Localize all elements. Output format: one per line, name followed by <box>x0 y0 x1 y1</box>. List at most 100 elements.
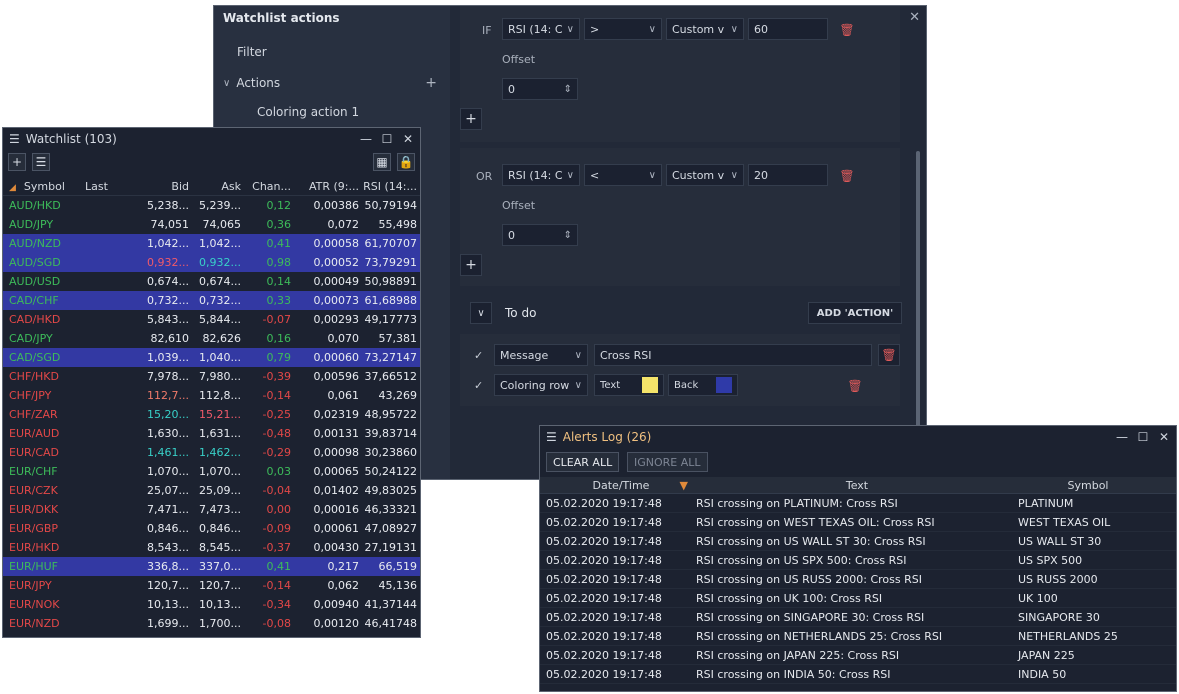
col-ask[interactable]: Ask <box>221 180 241 193</box>
col-atr[interactable]: ATR (9:... <box>308 180 359 193</box>
table-row[interactable]: EUR/JPY 120,7... 120,7... -0,14 0,062 45,136 <box>3 576 420 595</box>
table-row[interactable]: AUD/NZD 1,042... 1,042... 0,41 0,00058 61,707… <box>3 234 420 253</box>
hamburger-menu-icon[interactable]: ☰ <box>9 132 20 146</box>
rsi-cell: 39,83714 <box>364 427 418 440</box>
table-row[interactable]: CHF/ZAR 15,20... 15,21... -0,25 0,02319 48,95… <box>3 405 420 424</box>
add-condition-button[interactable]: + <box>460 108 482 130</box>
table-row[interactable]: 05.02.2020 19:17:48 RSI crossing on US WA… <box>540 532 1176 551</box>
col-change[interactable]: Chan... <box>252 180 291 193</box>
table-row[interactable]: AUD/USD 0,674... 0,674... 0,14 0,00049 50,988… <box>3 272 420 291</box>
value-input[interactable]: 20 <box>748 164 828 186</box>
table-row[interactable]: CHF/JPY 112,7... 112,8... -0,14 0,061 43,269 <box>3 386 420 405</box>
table-row[interactable]: 05.02.2020 19:17:48 RSI crossing on US RU… <box>540 570 1176 589</box>
value-type-select[interactable]: Custom v ∨ <box>666 164 744 186</box>
table-row[interactable]: EUR/GBP 0,846... 0,846... -0,09 0,00061 47,08… <box>3 519 420 538</box>
ignore-all-button[interactable]: IGNORE ALL <box>627 452 708 472</box>
close-icon[interactable]: ✕ <box>909 10 920 25</box>
indicator-select[interactable]: RSI (14: C ∨ <box>502 164 580 186</box>
table-row[interactable]: EUR/CHF 1,070... 1,070... 0,03 0,00065 50,241… <box>3 462 420 481</box>
value-type-select[interactable]: Custom v ∨ <box>666 18 744 40</box>
col-symbol[interactable]: Symbol <box>1067 478 1109 492</box>
col-symbol[interactable]: ◢ Symbol <box>9 180 65 193</box>
table-row[interactable]: CAD/CHF 0,732... 0,732... 0,33 0,00073 61,689… <box>3 291 420 310</box>
col-bid[interactable]: Bid <box>171 180 189 193</box>
rsi-cell: 30,23860 <box>364 446 418 459</box>
table-row[interactable]: 05.02.2020 19:17:48 RSI crossing on NETHE… <box>540 627 1176 646</box>
delete-condition-icon[interactable]: 🗑 <box>839 169 855 183</box>
close-icon[interactable]: ✕ <box>402 132 414 146</box>
table-row[interactable]: AUD/SGD 0,932... 0,932... 0,98 0,00052 73,792… <box>3 253 420 272</box>
tree-item-filter[interactable]: Filter <box>237 45 267 59</box>
table-row[interactable]: 05.02.2020 19:17:48 RSI crossing on WEST … <box>540 513 1176 532</box>
rsi-cell: 41,37144 <box>364 598 418 611</box>
table-row[interactable]: 05.02.2020 19:17:48 RSI crossing on SINGA… <box>540 608 1176 627</box>
table-row[interactable]: EUR/NZD 1,699... 1,700... -0,08 0,00120 46,41… <box>3 614 420 633</box>
delete-action-icon[interactable]: 🗑 <box>847 379 863 393</box>
close-icon[interactable]: ✕ <box>1158 430 1170 444</box>
table-row[interactable]: 05.02.2020 19:17:48 RSI crossing on JAPAN… <box>540 646 1176 665</box>
bid-cell: 1,070... <box>147 465 189 478</box>
add-symbol-button[interactable]: + <box>8 153 26 171</box>
table-row[interactable]: CAD/SGD 1,039... 1,040... 0,79 0,00060 73,271… <box>3 348 420 367</box>
table-row[interactable]: AUD/HKD 5,238... 5,239... 0,12 0,00386 50,791… <box>3 196 420 215</box>
operator-select[interactable]: > ∨ <box>584 18 662 40</box>
minimize-icon[interactable]: — <box>360 132 372 146</box>
offset-spinner[interactable]: 0 ⇕ <box>502 78 578 100</box>
table-row[interactable]: 05.02.2020 19:17:48 RSI crossing on US SP… <box>540 551 1176 570</box>
action-type-select[interactable]: Coloring row ∨ <box>494 374 588 396</box>
table-row[interactable]: CAD/HKD 5,843... 5,844... -0,07 0,00293 49,17… <box>3 310 420 329</box>
delete-condition-icon[interactable]: 🗑 <box>839 23 855 37</box>
action-type-select[interactable]: Message ∨ <box>494 344 588 366</box>
chart-settings-icon[interactable]: ▦ <box>373 153 391 171</box>
checkmark-icon[interactable]: ✓ <box>474 349 484 362</box>
symbol-cell: US RUSS 2000 <box>1018 572 1098 586</box>
text-cell: RSI crossing on PLATINUM: Cross RSI <box>696 496 898 510</box>
minimize-icon[interactable]: — <box>1116 430 1128 444</box>
table-row[interactable]: 05.02.2020 19:17:48 RSI crossing on PLATI… <box>540 494 1176 513</box>
bid-cell: 82,610 <box>150 332 190 345</box>
atr-cell: 0,00073 <box>313 294 360 307</box>
add-action-plus-icon[interactable]: + <box>425 75 437 91</box>
text-cell: RSI crossing on US RUSS 2000: Cross RSI <box>696 572 922 586</box>
table-row[interactable]: CAD/JPY 82,610 82,626 0,16 0,070 57,381 <box>3 329 420 348</box>
table-row[interactable]: AUD/JPY 74,051 74,065 0,36 0,072 55,498 <box>3 215 420 234</box>
table-row[interactable]: EUR/DKK 7,471... 7,473... 0,00 0,00016 46,333… <box>3 500 420 519</box>
text-color-picker[interactable]: Text <box>594 374 664 396</box>
table-row[interactable]: 05.02.2020 19:17:48 RSI crossing on INDIA… <box>540 665 1176 684</box>
actions-scrollbar[interactable] <box>916 151 920 431</box>
add-action-button[interactable]: ADD 'ACTION' <box>808 302 902 324</box>
clear-all-button[interactable]: CLEAR ALL <box>546 452 620 472</box>
delete-action-icon[interactable]: 🗑 <box>878 344 900 366</box>
back-color-picker[interactable]: Back <box>668 374 738 396</box>
add-condition-button[interactable]: + <box>460 254 482 276</box>
lock-icon[interactable]: 🔒 <box>397 153 415 171</box>
offset-spinner[interactable]: 0 ⇕ <box>502 224 578 246</box>
checkmark-icon[interactable]: ✓ <box>474 379 484 392</box>
table-row[interactable]: 05.02.2020 19:17:48 RSI crossing on UK 10… <box>540 589 1176 608</box>
table-row[interactable]: EUR/HKD 8,543... 8,545... -0,37 0,00430 27,19… <box>3 538 420 557</box>
col-text[interactable]: Text <box>845 478 869 492</box>
table-row[interactable]: EUR/NOK 10,13... 10,13... -0,34 0,00940 41,37… <box>3 595 420 614</box>
datetime-cell: 05.02.2020 19:17:48 <box>546 629 662 643</box>
change-cell: 0,00 <box>266 503 292 516</box>
collapse-todo-button[interactable]: ∨ <box>470 302 492 324</box>
tree-item-coloring-action[interactable]: Coloring action 1 <box>257 105 360 119</box>
table-row[interactable]: EUR/HUF 336,8... 337,0... 0,41 0,217 66,519 <box>3 557 420 576</box>
col-last[interactable]: Last <box>85 180 108 193</box>
hamburger-menu-icon[interactable]: ☰ <box>546 430 557 444</box>
table-row[interactable]: EUR/CAD 1,461... 1,462... -0,29 0,00098 30,23… <box>3 443 420 462</box>
indicator-select[interactable]: RSI (14: C ∨ <box>502 18 580 40</box>
table-row[interactable]: CHF/HKD 7,978... 7,980... -0,39 0,00596 37,66… <box>3 367 420 386</box>
message-text-input[interactable]: Cross RSI <box>594 344 872 366</box>
table-row[interactable]: EUR/CZK 25,07... 25,09... -0,04 0,01402 49,83… <box>3 481 420 500</box>
col-datetime[interactable]: Date/Time ▼ <box>592 478 688 492</box>
maximize-icon[interactable]: ☐ <box>1137 430 1149 444</box>
value-input[interactable]: 60 <box>748 18 828 40</box>
operator-select[interactable]: < ∨ <box>584 164 662 186</box>
col-rsi[interactable]: RSI (14:... <box>363 180 417 193</box>
maximize-icon[interactable]: ☐ <box>381 132 393 146</box>
tree-item-actions[interactable]: ∨ Actions + <box>223 75 437 91</box>
list-view-icon[interactable]: ☰ <box>32 153 50 171</box>
condition-block-1: IF RSI (14: C ∨ > ∨ Custom v ∨ 60 🗑 Offset … <box>460 6 900 142</box>
table-row[interactable]: EUR/AUD 1,630... 1,631... -0,48 0,00131 39,83… <box>3 424 420 443</box>
